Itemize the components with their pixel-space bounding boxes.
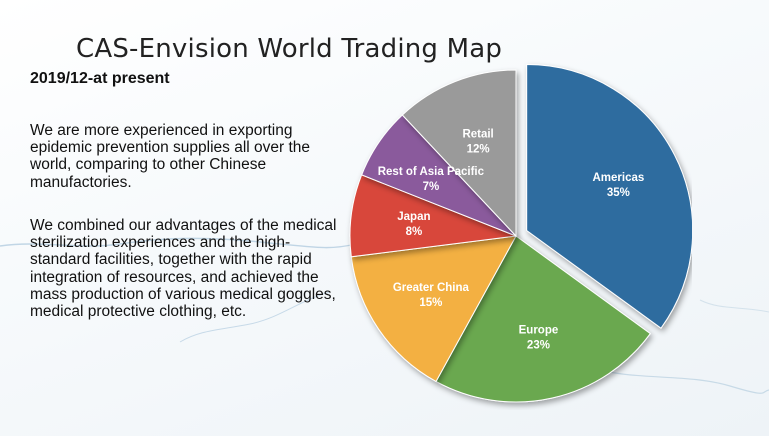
trading-pie-chart: Americas 35% Europe 23% Greater China 15% Japa… bbox=[349, 64, 692, 403]
pie-slice-americas bbox=[526, 64, 692, 329]
slide-title: CAS-Envision World Trading Map bbox=[76, 34, 503, 64]
slice-name-europe: Europe bbox=[519, 324, 559, 336]
slice-value-europe: 23% bbox=[527, 339, 550, 351]
pie-slice-retail bbox=[401, 69, 517, 238]
paragraph-experience: We are more experienced in exporting epi… bbox=[30, 122, 311, 191]
slice-value-greater-china: 15% bbox=[419, 297, 442, 309]
date-range-subtitle: 2019/12-at present bbox=[30, 70, 170, 87]
slice-name-retail: Retail bbox=[462, 128, 493, 140]
paragraph-advantages: We combined our advantages of the medica… bbox=[30, 217, 337, 321]
slice-name-japan: Japan bbox=[397, 211, 430, 223]
slice-value-rest-of-asia-pacific: 7% bbox=[423, 181, 440, 193]
slice-name-rest-of-asia-pacific: Rest of Asia Pacific bbox=[378, 166, 485, 178]
slice-name-greater-china: Greater China bbox=[393, 282, 470, 294]
slice-value-retail: 12% bbox=[467, 143, 490, 155]
pie-slice-europe bbox=[435, 235, 651, 403]
slice-name-americas: Americas bbox=[592, 172, 644, 184]
slice-value-japan: 8% bbox=[406, 226, 423, 238]
pie-slice-greater-china bbox=[350, 235, 517, 383]
slice-value-americas: 35% bbox=[607, 187, 630, 199]
